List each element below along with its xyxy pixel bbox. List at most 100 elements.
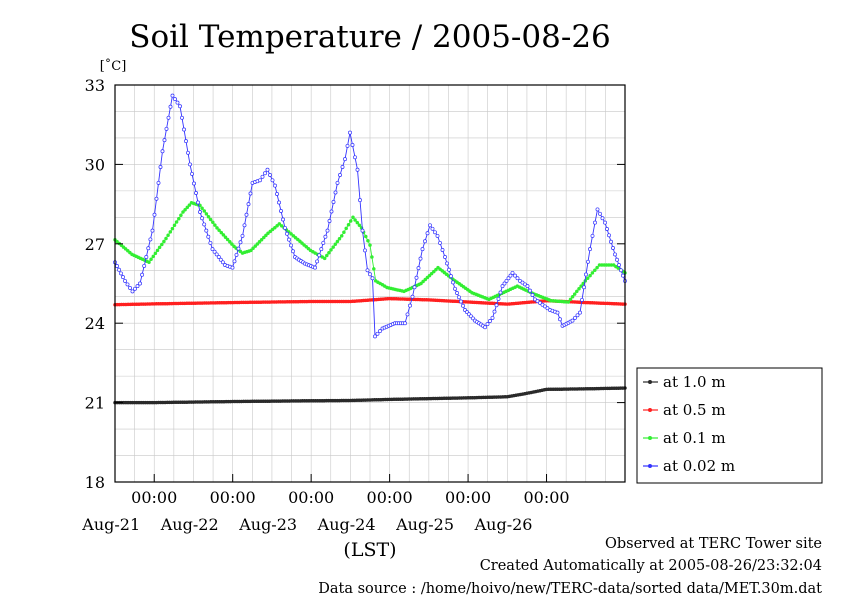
data-point [408, 303, 412, 308]
data-point [277, 222, 282, 226]
data-point [204, 212, 209, 216]
data-point [438, 240, 442, 245]
data-point [433, 230, 437, 235]
y-axis-ticks: 18 21 24 27 30 33 [85, 76, 625, 492]
data-point [578, 310, 582, 315]
data-point [580, 297, 584, 302]
data-point [600, 216, 605, 221]
data-point [451, 280, 455, 285]
data-point [459, 299, 463, 304]
data-point [351, 215, 355, 220]
footer-created-at: Created Automatically at 2005-08-26/23:3… [479, 558, 822, 574]
data-point [496, 296, 501, 301]
x-tick-time-label: 00:00 [445, 488, 491, 507]
data-point [325, 253, 329, 258]
data-point [498, 290, 503, 295]
data-point [236, 246, 241, 251]
data-point [502, 281, 507, 286]
data-point [123, 247, 128, 251]
y-tick-label: 18 [85, 473, 105, 492]
data-point [335, 239, 340, 244]
y-axis-unit-label: [˚C] [100, 58, 127, 74]
data-point [513, 273, 517, 278]
data-point [248, 191, 253, 196]
x-tick-time-label: 00:00 [367, 488, 413, 507]
data-point [186, 150, 190, 155]
legend-swatch-marker [648, 436, 652, 440]
data-point [220, 260, 225, 265]
data-point [364, 234, 368, 239]
data-point [530, 293, 535, 297]
data-point [156, 180, 161, 185]
data-point [190, 171, 194, 176]
data-point [147, 260, 151, 265]
data-point [157, 245, 162, 250]
legend-label: at 0.02 m [663, 457, 735, 475]
data-point [572, 292, 577, 296]
data-point [595, 265, 599, 270]
data-point [150, 228, 155, 233]
data-point [152, 212, 157, 217]
data-point [219, 230, 224, 235]
data-point [283, 225, 287, 230]
data-point [593, 268, 597, 273]
data-point [331, 245, 335, 249]
chart-title: Soil Temperature / 2005-08-26 [129, 19, 611, 55]
data-point [365, 268, 370, 273]
data-point [566, 300, 571, 304]
data-point [425, 231, 430, 236]
data-point [255, 242, 260, 246]
data-point [206, 214, 211, 219]
data-point [595, 207, 600, 212]
data-point [202, 222, 207, 227]
data-point [121, 275, 125, 280]
data-point [333, 242, 338, 247]
data-point [291, 249, 295, 254]
data-point [427, 273, 432, 278]
data-point [175, 100, 180, 105]
data-point [575, 289, 579, 294]
data-point [331, 200, 336, 204]
data-point [423, 277, 428, 282]
data-point [270, 227, 275, 232]
y-tick-label: 21 [85, 394, 105, 413]
data-point [325, 228, 330, 233]
data-point [570, 318, 575, 323]
data-point [123, 278, 127, 283]
data-point [214, 252, 219, 257]
data-point [249, 248, 253, 253]
data-point [348, 130, 352, 135]
data-point [158, 165, 163, 169]
data-point [445, 261, 449, 266]
data-point [266, 231, 270, 235]
data-point [412, 285, 417, 290]
data-point [490, 315, 495, 320]
data-point [138, 281, 142, 286]
data-point [590, 233, 595, 238]
data-point [605, 227, 609, 231]
data-point [443, 255, 447, 259]
data-point [275, 192, 279, 196]
data-point [329, 248, 333, 252]
data-point [492, 309, 497, 314]
data-point [582, 285, 586, 290]
legend-swatch-marker [648, 464, 652, 468]
data-point [358, 198, 362, 203]
data-point [140, 272, 145, 277]
data-point [168, 230, 173, 234]
data-point [525, 284, 530, 289]
data-point [323, 234, 328, 239]
data-point [313, 265, 317, 270]
data-point [319, 247, 324, 252]
data-point [146, 246, 151, 251]
data-point [355, 167, 360, 172]
data-point [192, 181, 196, 186]
data-point [350, 143, 355, 147]
data-point [346, 222, 351, 227]
data-point [115, 239, 119, 244]
data-point [154, 196, 159, 201]
data-point [149, 257, 153, 262]
data-point [142, 263, 147, 268]
data-point [287, 237, 291, 242]
data-point [221, 233, 226, 237]
